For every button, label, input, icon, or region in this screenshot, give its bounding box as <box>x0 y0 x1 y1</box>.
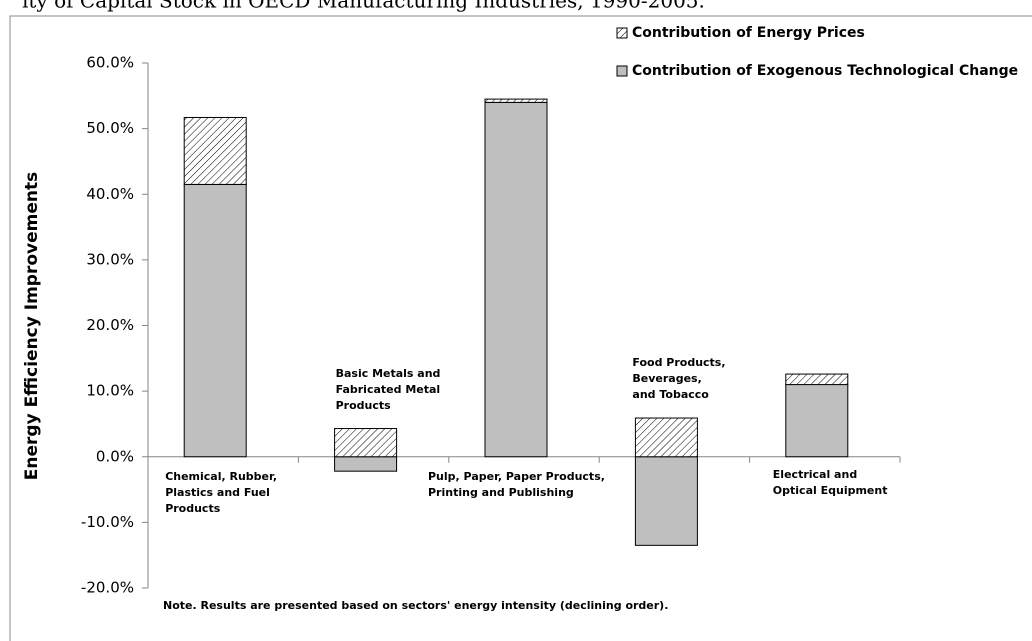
category-label: Basic Metals and Fabricated Metal Produc… <box>335 366 441 412</box>
bar-segment <box>334 428 398 458</box>
y-tick-label: 20.0% <box>86 316 134 334</box>
bar-segment <box>785 384 849 458</box>
y-tick-label: 60.0% <box>86 54 134 72</box>
legend-swatch <box>616 65 628 77</box>
bar-segment <box>634 456 698 546</box>
bar-segment <box>785 373 849 386</box>
category-label: Electrical and Optical Equipment <box>772 467 888 497</box>
legend-label: Contribution of Energy Prices <box>632 25 865 41</box>
y-tick-label: 40.0% <box>86 185 134 203</box>
y-axis-label: Energy Efficiency Improvements <box>22 172 42 480</box>
y-tick-label: 50.0% <box>86 119 134 137</box>
chart-border <box>9 15 1032 641</box>
y-tick-label: 10.0% <box>86 382 134 400</box>
category-label: Food Products, Beverages, and Tobacco <box>632 356 726 402</box>
bar-segment <box>183 116 247 185</box>
chart-title: ity of Capital Stock in OECD Manufacturi… <box>22 0 705 13</box>
bar-segment <box>484 101 548 458</box>
y-tick-label: -20.0% <box>81 579 134 597</box>
bar-segment <box>183 183 247 458</box>
y-tick-label: 30.0% <box>86 250 134 268</box>
legend-swatch <box>616 27 628 39</box>
bar-segment <box>334 456 398 472</box>
category-label: Chemical, Rubber, Plastics and Fuel Prod… <box>165 469 278 515</box>
y-tick-label: 0.0% <box>96 447 134 465</box>
note: Note. Results are presented based on sec… <box>163 599 668 612</box>
category-label: Pulp, Paper, Paper Products, Printing an… <box>428 469 605 499</box>
bar-segment <box>634 417 698 458</box>
legend-label: Contribution of Exogenous Technological … <box>632 63 1018 79</box>
bar-segment <box>484 98 548 103</box>
y-tick-label: -10.0% <box>81 513 134 531</box>
